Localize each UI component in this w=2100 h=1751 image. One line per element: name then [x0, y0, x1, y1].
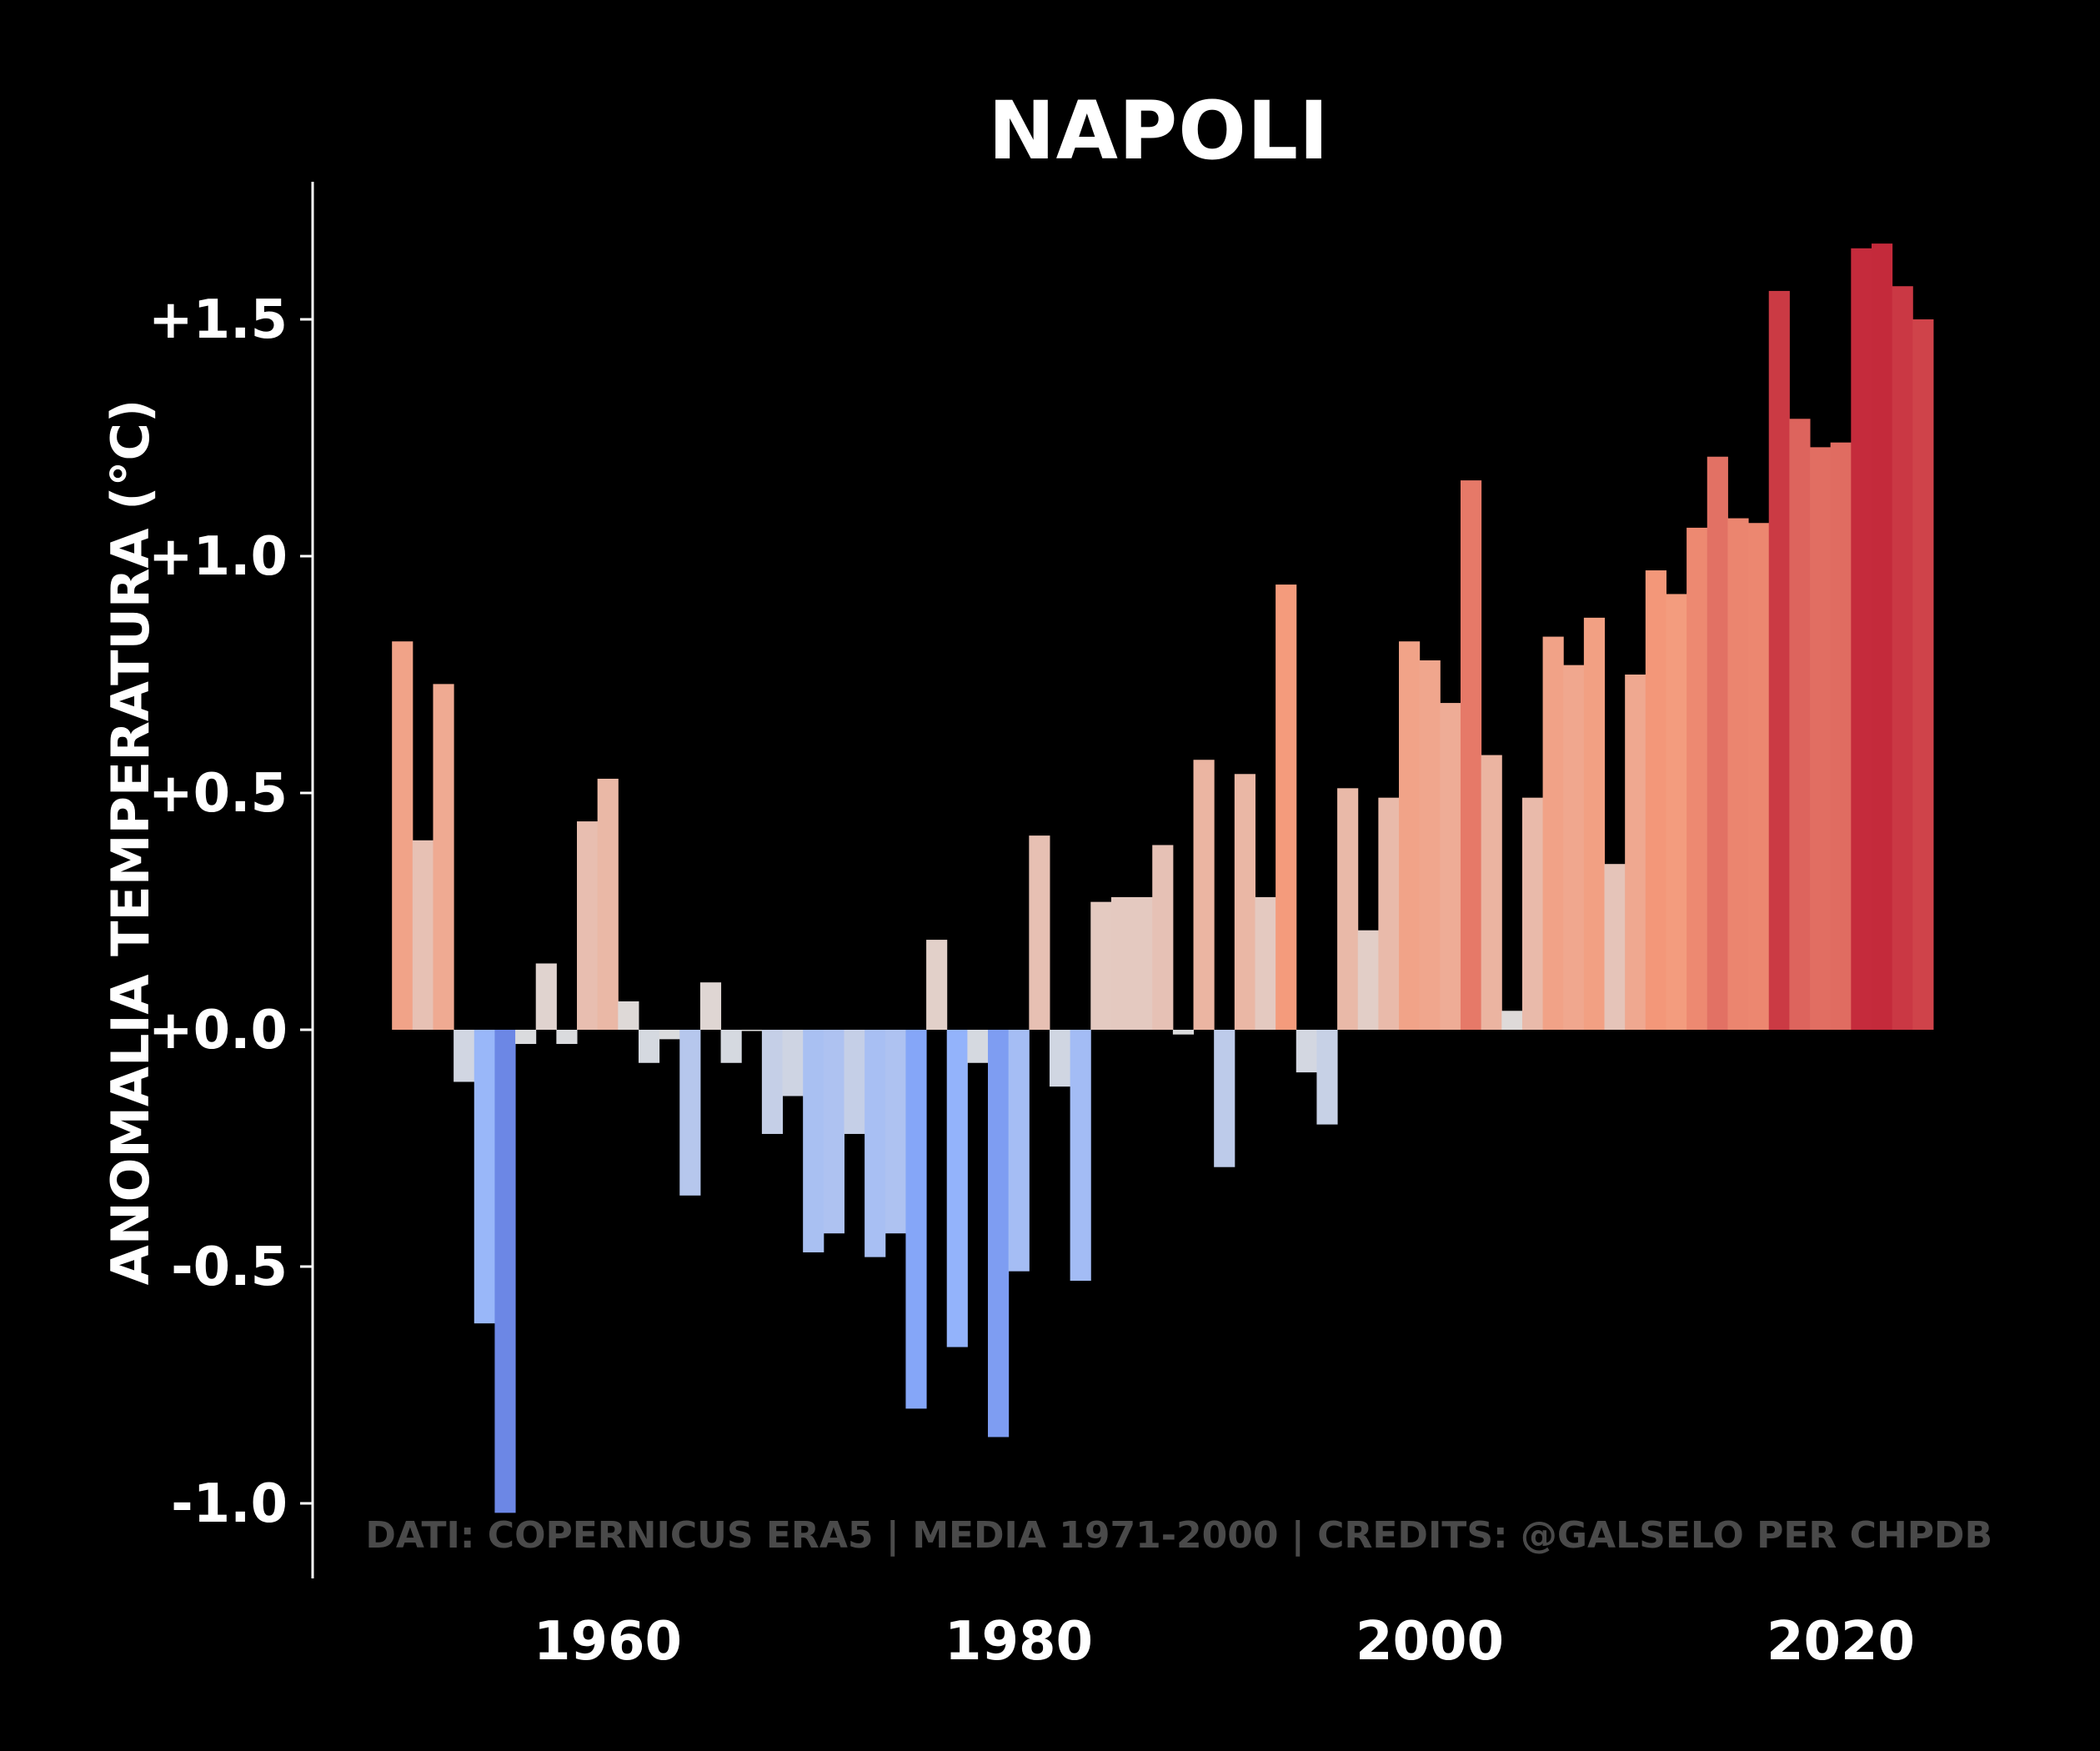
bar-1969 [782, 1030, 804, 1096]
y-tick-label: +0.0 [148, 1000, 288, 1061]
bar-1960 [597, 778, 619, 1030]
x-tick-label: 2000 [1356, 1611, 1504, 1673]
bar-2021 [1851, 248, 1872, 1030]
bar-1986 [1131, 896, 1153, 1030]
bar-1995 [1316, 1030, 1338, 1125]
bar-2004 [1501, 1011, 1523, 1030]
bar-1996 [1337, 788, 1359, 1030]
bar-1992 [1255, 896, 1276, 1030]
y-tick-label: +1.5 [148, 289, 288, 351]
bar-1961 [618, 1001, 639, 1030]
bar-1982 [1049, 1030, 1071, 1087]
bar-1954 [474, 1030, 495, 1324]
bar-2003 [1481, 755, 1502, 1030]
bar-1991 [1234, 774, 1255, 1030]
x-ticks-group: 1960 1980 2000 2020 [534, 1611, 1915, 1673]
bar-1966 [720, 1030, 742, 1063]
bar-2020 [1830, 442, 1852, 1030]
bar-1984 [1090, 901, 1112, 1030]
bar-1968 [761, 1030, 784, 1134]
bar-2018 [1789, 419, 1811, 1030]
bar-1994 [1296, 1030, 1317, 1073]
bar-2015 [1727, 518, 1749, 1030]
bar-2011 [1645, 570, 1666, 1030]
bar-1956 [515, 1030, 537, 1045]
y-tick-label: -0.5 [171, 1237, 288, 1298]
bar-1965 [699, 982, 722, 1030]
bar-2023 [1892, 286, 1913, 1030]
bar-1962 [638, 1030, 660, 1063]
bar-2024 [1912, 319, 1934, 1030]
bar-2007 [1563, 665, 1585, 1030]
y-axis-label: ANOMALIA TEMPERATURA (°C) [100, 399, 161, 1286]
bar-2022 [1871, 243, 1893, 1030]
bar-1997 [1357, 930, 1379, 1030]
bar-2005 [1521, 797, 1544, 1030]
bar-1988 [1172, 1030, 1195, 1035]
bar-1950 [392, 641, 413, 1030]
bar-1977 [946, 1030, 968, 1347]
bar-1993 [1276, 585, 1297, 1030]
bar-1973 [865, 1030, 886, 1257]
x-tick-label: 2020 [1767, 1611, 1915, 1673]
bar-1985 [1110, 896, 1133, 1030]
bar-2010 [1625, 675, 1646, 1030]
bar-1976 [926, 940, 948, 1030]
bar-1975 [905, 1030, 927, 1409]
bar-1989 [1193, 760, 1215, 1030]
chart-title: NAPOLI [988, 84, 1330, 178]
bar-1964 [679, 1030, 701, 1196]
bars-group [392, 243, 1934, 1513]
y-ticks-group: +1.5 +1.0 +0.5 +0.0 -0.5 -1.0 [148, 289, 313, 1535]
bar-2017 [1768, 290, 1790, 1030]
y-tick-label: +0.5 [148, 763, 288, 825]
bar-1999 [1399, 641, 1421, 1030]
bar-1952 [433, 684, 454, 1030]
bar-1981 [1029, 835, 1050, 1030]
bar-1972 [844, 1030, 865, 1134]
bar-2008 [1583, 617, 1606, 1030]
bar-1951 [412, 840, 434, 1030]
bar-1998 [1378, 797, 1400, 1030]
bar-1957 [535, 963, 557, 1030]
bar-2006 [1542, 636, 1564, 1030]
x-tick-label: 1960 [534, 1611, 682, 1673]
bar-2014 [1707, 456, 1728, 1030]
bar-2013 [1687, 527, 1708, 1030]
bar-1959 [577, 821, 599, 1030]
bar-1987 [1152, 845, 1174, 1030]
bar-1978 [967, 1030, 989, 1063]
bar-2000 [1419, 660, 1441, 1030]
bar-2001 [1440, 703, 1461, 1030]
bar-1983 [1070, 1030, 1091, 1282]
bar-2012 [1666, 594, 1687, 1030]
bar-1980 [1008, 1030, 1030, 1272]
bar-1963 [659, 1030, 680, 1040]
x-tick-label: 1980 [945, 1611, 1093, 1673]
bar-1970 [803, 1030, 824, 1252]
bar-2019 [1810, 447, 1832, 1030]
bar-1967 [741, 1030, 763, 1031]
bar-1958 [556, 1030, 578, 1045]
bar-1974 [885, 1030, 906, 1234]
bar-1979 [988, 1030, 1010, 1437]
bar-1990 [1214, 1030, 1235, 1167]
credits-text: DATI: COPERNICUS ERA5 | MEDIA 1971-2000 … [365, 1514, 1992, 1557]
bar-2002 [1460, 480, 1482, 1030]
y-tick-label: +1.0 [148, 526, 288, 588]
bar-1971 [823, 1030, 845, 1234]
bar-1955 [494, 1030, 516, 1513]
bar-2009 [1604, 864, 1626, 1030]
y-tick-label: -1.0 [171, 1473, 288, 1535]
bar-2016 [1748, 523, 1770, 1030]
bar-1953 [454, 1030, 475, 1082]
